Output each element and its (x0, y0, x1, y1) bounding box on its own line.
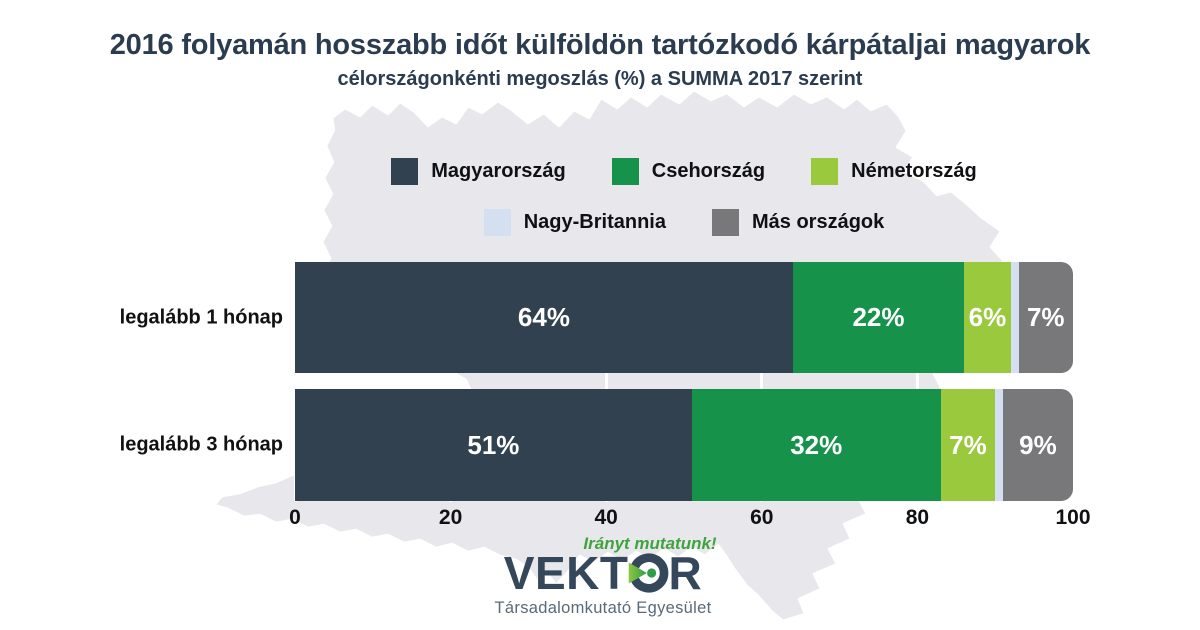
bar-segment-n-metorsz-g: 6% (964, 262, 1011, 373)
segment-value-label: 51% (467, 429, 520, 460)
legend-row: Nagy-Britannia Más országok (295, 209, 1073, 236)
gridline (293, 262, 297, 502)
legend-item: Magyarország (391, 158, 566, 185)
bar-row: legalább 3 hónap 51% 32% 7% 9% (0, 389, 1200, 501)
segment-value-label: 6% (968, 302, 1007, 332)
legend: Magyarország Csehország Németország Nagy-Br… (295, 158, 1073, 260)
bar-segment-nagy-britannia (995, 389, 1003, 501)
legend-row: Magyarország Csehország Németország (295, 158, 1073, 185)
bar-segment-csehorsz-g: 32% (691, 389, 941, 501)
gridline (1071, 262, 1075, 502)
bar-segment-m-s-orsz-gok: 7% (1018, 262, 1073, 373)
chart-subtitle: célországonkénti megoszlás (%) a SUMMA 2… (337, 68, 863, 90)
logo-text-left: VEKT (503, 547, 629, 599)
segment-value-label: 32% (790, 429, 843, 460)
segment-value-label: 9% (1019, 429, 1057, 460)
x-axis: 0 20 40 60 80 100 (289, 506, 1090, 536)
legend-item: Nagy-Britannia (483, 209, 666, 236)
logo-subtitle: Társadalomkutató Egyesület (494, 599, 712, 617)
category-label: legalább 3 hónap (119, 433, 283, 456)
bar-track: 64% 22% 6% 7% (295, 262, 1073, 373)
gridline (915, 262, 919, 502)
category-label: legalább 1 hónap (119, 306, 283, 328)
legend-swatch (611, 158, 639, 185)
bar-row: legalább 1 hónap 64% 22% 6% 7% (0, 262, 1200, 373)
gridline (760, 262, 764, 502)
legend-swatch (811, 158, 839, 185)
bar-segment-csehorsz-g: 22% (792, 262, 965, 373)
bar-segment-magyarorsz-g: 51% (295, 389, 692, 501)
legend-swatch (711, 209, 739, 236)
bar-segment-nagy-britannia (1010, 262, 1019, 373)
legend-item: Más országok (711, 209, 885, 236)
segment-value-label: 22% (852, 302, 905, 332)
gridline (604, 262, 608, 502)
bar-segment-n-metorsz-g: 7% (940, 389, 996, 501)
legend-swatch (483, 209, 511, 236)
legend-label: Nagy-Britannia (523, 211, 666, 233)
x-axis-tick-label: 60 (750, 506, 774, 529)
x-axis-tick-label: 0 (289, 506, 301, 529)
bar-segment-magyarorsz-g: 64% (295, 262, 793, 373)
legend-item: Csehország (611, 158, 766, 185)
vektor-o-play-icon (628, 553, 669, 593)
legend-item: Németország (811, 158, 977, 185)
bar-segment-m-s-orsz-gok: 9% (1002, 389, 1073, 501)
segment-value-label: 64% (517, 302, 570, 332)
legend-label: Németország (851, 160, 977, 182)
logo-wordmark: VEKT R (504, 549, 702, 597)
legend-label: Csehország (651, 160, 766, 182)
legend-label: Magyarország (431, 160, 566, 182)
bar-track: 51% 32% 7% 9% (295, 389, 1073, 501)
legend-swatch (391, 158, 419, 185)
logo-tagline: Irányt mutatunk! (583, 534, 717, 553)
legend-label: Más országok (751, 211, 885, 233)
x-axis-tick-label: 100 (1055, 506, 1091, 529)
gridline (449, 262, 453, 502)
x-axis-tick-label: 80 (905, 506, 930, 529)
logo-text-right: R (668, 547, 703, 599)
segment-value-label: 7% (1026, 302, 1065, 332)
chart-title: 2016 folyamán hosszabb időt külföldön ta… (109, 29, 1091, 61)
x-axis-tick-label: 40 (594, 506, 618, 529)
segment-value-label: 7% (949, 429, 987, 460)
x-axis-tick-label: 20 (438, 506, 463, 529)
